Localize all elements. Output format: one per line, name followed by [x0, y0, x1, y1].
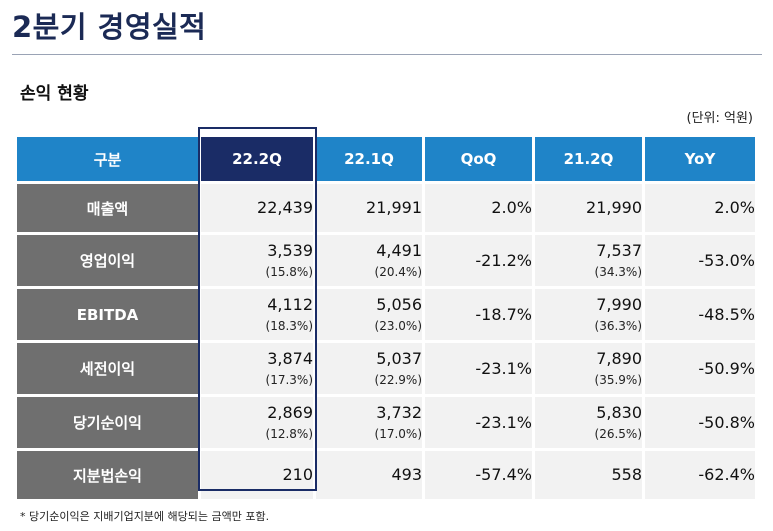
cell-22-2q-value: 210: [282, 465, 313, 484]
cell-qoq: -18.7%: [425, 289, 532, 340]
cell-21-2q-margin: (34.3%): [594, 265, 642, 279]
income-table: 구분 22.2Q 22.1Q QoQ 21.2Q YoY 매출액 22,439 21…: [14, 134, 758, 502]
cell-qoq: -23.1%: [425, 397, 532, 448]
cell-22-1q: 493: [316, 451, 422, 499]
cell-22-1q-margin: (23.0%): [374, 319, 422, 333]
header-yoy: YoY: [645, 137, 755, 181]
cell-yoy-value: -50.8%: [698, 412, 755, 432]
cell-22-2q-margin: (15.8%): [265, 265, 313, 279]
cell-22-2q-margin: (17.3%): [265, 373, 313, 387]
cell-21-2q-value: 21,990: [586, 198, 642, 217]
table-row: 영업이익 3,539 (15.8%) 4,491 (20.4%) -21.2% 7,537 (…: [17, 235, 755, 286]
cell-yoy: -50.8%: [645, 397, 755, 448]
cell-21-2q-value: 7,537: [596, 241, 642, 260]
cell-qoq: -23.1%: [425, 343, 532, 394]
cell-22-1q: 21,991: [316, 184, 422, 232]
cell-21-2q-margin: (35.9%): [594, 373, 642, 387]
cell-22-2q-value: 3,874: [267, 349, 313, 368]
cell-qoq-value: -18.7%: [475, 304, 532, 324]
cell-qoq-value: -21.2%: [475, 250, 532, 270]
cell-yoy: -48.5%: [645, 289, 755, 340]
cell-yoy-value: 2.0%: [714, 198, 755, 217]
cell-22-1q-margin: (20.4%): [374, 265, 422, 279]
cell-qoq-value: 2.0%: [491, 198, 532, 217]
cell-22-1q: 5,056 (23.0%): [316, 289, 422, 340]
cell-22-2q: 3,874 (17.3%): [201, 343, 313, 394]
header-qoq: QoQ: [425, 137, 532, 181]
table-row: 지분법손익 210 493 -57.4% 558 -62.4%: [17, 451, 755, 499]
cell-yoy: 2.0%: [645, 184, 755, 232]
cell-22-1q: 3,732 (17.0%): [316, 397, 422, 448]
row-label: 매출액: [17, 184, 198, 232]
cell-yoy-value: -53.0%: [698, 250, 755, 270]
cell-22-2q: 210: [201, 451, 313, 499]
cell-22-2q: 4,112 (18.3%): [201, 289, 313, 340]
cell-yoy-value: -62.4%: [698, 465, 755, 484]
cell-22-2q-margin: (12.8%): [265, 427, 313, 441]
cell-22-2q: 22,439: [201, 184, 313, 232]
cell-22-2q-value: 4,112: [267, 295, 313, 314]
row-label: EBITDA: [17, 289, 198, 340]
row-label: 세전이익: [17, 343, 198, 394]
table-row: 매출액 22,439 21,991 2.0% 21,990 2.0%: [17, 184, 755, 232]
cell-yoy: -50.9%: [645, 343, 755, 394]
page-title: 2분기 경영실적: [12, 10, 207, 44]
cell-22-1q-margin: (22.9%): [374, 373, 422, 387]
cell-22-1q-margin: (17.0%): [374, 427, 422, 441]
cell-22-1q-value: 493: [391, 465, 422, 484]
cell-qoq-value: -57.4%: [475, 465, 532, 484]
cell-21-2q-value: 7,990: [596, 295, 642, 314]
cell-21-2q-margin: (26.5%): [594, 427, 642, 441]
cell-21-2q: 21,990: [535, 184, 642, 232]
cell-22-1q-value: 4,491: [376, 241, 422, 260]
cell-yoy-value: -48.5%: [698, 304, 755, 324]
cell-21-2q-value: 558: [611, 465, 642, 484]
row-label: 영업이익: [17, 235, 198, 286]
header-category: 구분: [17, 137, 198, 181]
cell-22-1q-value: 5,056: [376, 295, 422, 314]
cell-22-1q: 4,491 (20.4%): [316, 235, 422, 286]
cell-21-2q-margin: (36.3%): [594, 319, 642, 333]
cell-22-2q-margin: (18.3%): [265, 319, 313, 333]
cell-22-2q-value: 3,539: [267, 241, 313, 260]
cell-22-1q: 5,037 (22.9%): [316, 343, 422, 394]
cell-22-2q: 2,869 (12.8%): [201, 397, 313, 448]
header-22-1q: 22.1Q: [316, 137, 422, 181]
cell-yoy: -53.0%: [645, 235, 755, 286]
section-title: 손익 현황: [20, 84, 89, 104]
cell-22-2q-value: 22,439: [257, 198, 313, 217]
cell-qoq-value: -23.1%: [475, 358, 532, 378]
cell-qoq: 2.0%: [425, 184, 532, 232]
cell-qoq-value: -23.1%: [475, 412, 532, 432]
cell-21-2q: 7,890 (35.9%): [535, 343, 642, 394]
cell-21-2q: 7,537 (34.3%): [535, 235, 642, 286]
cell-21-2q: 7,990 (36.3%): [535, 289, 642, 340]
table-header-row: 구분 22.2Q 22.1Q QoQ 21.2Q YoY: [17, 137, 755, 181]
row-label: 당기순이익: [17, 397, 198, 448]
cell-21-2q-value: 7,890: [596, 349, 642, 368]
cell-22-1q-value: 5,037: [376, 349, 422, 368]
footnote: * 당기순이익은 지배기업지분에 해당되는 금액만 포함.: [20, 510, 270, 523]
title-divider: [12, 54, 762, 55]
row-label: 지분법손익: [17, 451, 198, 499]
cell-yoy-value: -50.9%: [698, 358, 755, 378]
table-row: EBITDA 4,112 (18.3%) 5,056 (23.0%) -18.7% 7,99…: [17, 289, 755, 340]
cell-qoq: -21.2%: [425, 235, 532, 286]
cell-21-2q-value: 5,830: [596, 403, 642, 422]
cell-22-1q-value: 3,732: [376, 403, 422, 422]
table-row: 세전이익 3,874 (17.3%) 5,037 (22.9%) -23.1% 7,890 (…: [17, 343, 755, 394]
cell-21-2q: 5,830 (26.5%): [535, 397, 642, 448]
unit-label: (단위: 억원): [686, 111, 754, 126]
cell-qoq: -57.4%: [425, 451, 532, 499]
cell-22-2q-value: 2,869: [267, 403, 313, 422]
cell-21-2q: 558: [535, 451, 642, 499]
table-row: 당기순이익 2,869 (12.8%) 3,732 (17.0%) -23.1% 5,830…: [17, 397, 755, 448]
header-22-2q: 22.2Q: [201, 137, 313, 181]
header-21-2q: 21.2Q: [535, 137, 642, 181]
cell-22-1q-value: 21,991: [366, 198, 422, 217]
cell-yoy: -62.4%: [645, 451, 755, 499]
cell-22-2q: 3,539 (15.8%): [201, 235, 313, 286]
